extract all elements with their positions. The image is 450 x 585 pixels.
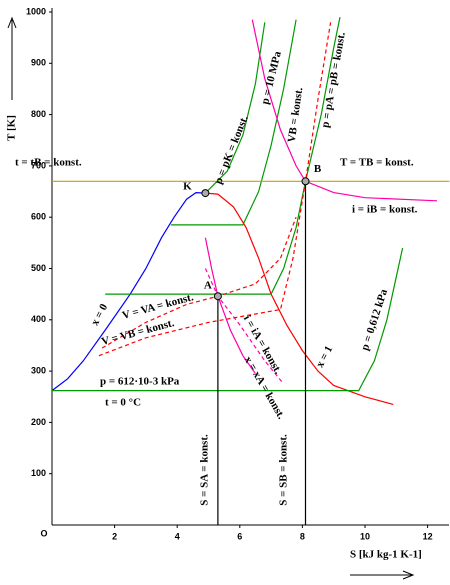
curve: [51, 191, 206, 392]
y-tick-label: 400: [31, 314, 46, 324]
curve: [52, 247, 404, 392]
x-axis-label: S [kJ kg-1 K-1]: [350, 549, 422, 561]
curve: [205, 192, 394, 405]
y-tick-label: 800: [31, 109, 46, 119]
x-tick-label: 8: [300, 531, 305, 541]
x-tick-label: 4: [175, 531, 180, 541]
y-tick-label: 200: [31, 417, 46, 427]
y-tick-label: 1000: [26, 6, 46, 16]
annotation: T = TB = konst.: [340, 157, 414, 169]
x-arrow-head: [402, 570, 415, 580]
y-tick-label: 500: [31, 263, 46, 273]
x-tick-label: 12: [423, 531, 433, 541]
y-tick-label: 700: [31, 160, 46, 170]
annotation: i = iB = konst.: [352, 204, 418, 216]
state-point: [301, 177, 310, 186]
y-axis-label: T [K]: [6, 115, 18, 141]
curve: [105, 16, 341, 295]
y-arrow-head: [7, 16, 17, 29]
point-label: B: [314, 163, 322, 175]
annotation: S = SA = konst.: [199, 434, 211, 506]
curve: [170, 19, 297, 226]
x-tick-label: 6: [237, 531, 242, 541]
annotation: t = tB = konst.: [15, 157, 82, 169]
y-tick-label: 600: [31, 212, 46, 222]
curve: [204, 268, 285, 385]
annotation: VB = konst.: [286, 86, 306, 143]
annotation: p = 612·10-3 kPa: [100, 376, 180, 388]
x-tick-label: 10: [360, 531, 370, 541]
y-tick-label: 900: [31, 58, 46, 68]
y-tick-label: 300: [31, 365, 46, 375]
annotation: p = pK = konst.: [212, 114, 250, 186]
curve: [204, 22, 266, 194]
y-tick-label: 100: [31, 468, 46, 478]
annotation: x = 0: [89, 301, 111, 327]
point-label: K: [183, 181, 192, 193]
point-label: A: [204, 280, 212, 292]
annotation: p = 0,612 kPa: [359, 287, 390, 352]
curve: [98, 22, 332, 357]
annotation: p = 10 MPa: [259, 50, 284, 106]
origin-label: O: [40, 528, 47, 538]
x-tick-label: 2: [112, 531, 117, 541]
annotation: S = SB = konst.: [278, 434, 290, 506]
curve: [204, 237, 256, 375]
annotation: t = 0 °C: [105, 397, 141, 409]
state-point: [201, 189, 210, 198]
state-point: [213, 292, 222, 301]
annotation: x = 1: [314, 344, 335, 370]
curve: [251, 19, 438, 202]
annotation: p = pA = pB = konst.: [319, 31, 348, 129]
